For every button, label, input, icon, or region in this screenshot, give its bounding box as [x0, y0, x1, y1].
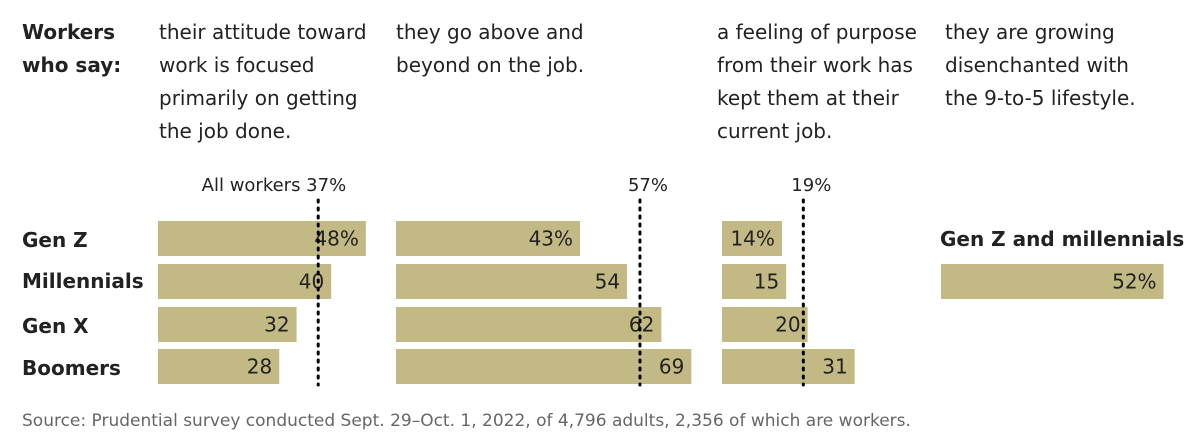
reference-label-panel2: 57%: [628, 175, 668, 196]
value-label-panel3-2: 15: [754, 270, 779, 294]
reference-label-panel1: All workers 37%: [202, 175, 347, 196]
bar-panel3-4: [722, 349, 855, 384]
gen-z-millennials-label: Gen Z and millennials: [940, 227, 1185, 251]
header-label: Workers who say:: [22, 20, 122, 77]
bar-panel2-3: [396, 307, 662, 342]
value-label-panel2-3: 62: [629, 313, 654, 337]
row-label-gen-z: Gen Z: [22, 228, 88, 252]
column-header-4: they are growing disenchanted with the 9…: [945, 20, 1136, 110]
reference-label-panel3: 19%: [791, 175, 831, 196]
bar-panel2-4: [396, 349, 692, 384]
bar-panel4-1: [941, 264, 1164, 299]
value-label-panel3-1: 14%: [730, 227, 774, 251]
value-label-panel1-3: 32: [264, 313, 289, 337]
row-label-millennials: Millennials: [22, 269, 144, 293]
bar-panel1-2: [158, 264, 332, 299]
bar-panel2-2: [396, 264, 628, 299]
column-header-3: a feeling of purpose from their work has…: [717, 20, 917, 143]
value-label-panel1-1: 48%: [314, 227, 358, 251]
bar-panel2-1: [396, 221, 581, 256]
bar-panel1-4: [158, 349, 280, 384]
bar-panel3-2: [722, 264, 787, 299]
source-note: Source: Prudential survey conducted Sept…: [22, 411, 911, 431]
value-label-panel4-1: 52%: [1112, 270, 1156, 294]
value-label-panel1-4: 28: [247, 355, 272, 379]
row-label-gen-x: Gen X: [22, 314, 89, 338]
value-label-panel3-4: 31: [822, 355, 847, 379]
column-header-1: their attitude toward work is focused pr…: [159, 20, 367, 143]
bar-panel1-3: [158, 307, 297, 342]
value-label-panel2-2: 54: [595, 270, 620, 294]
bar-panel1-1: [158, 221, 366, 256]
value-label-panel1-2: 40: [299, 270, 324, 294]
bar-panel3-3: [722, 307, 808, 342]
value-label-panel2-4: 69: [659, 355, 684, 379]
row-label-boomers: Boomers: [22, 356, 121, 380]
column-header-2: they go above and beyond on the job.: [396, 20, 585, 77]
bar-panel3-1: [722, 221, 782, 256]
value-label-panel3-3: 20: [775, 313, 800, 337]
value-label-panel2-1: 43%: [529, 227, 573, 251]
